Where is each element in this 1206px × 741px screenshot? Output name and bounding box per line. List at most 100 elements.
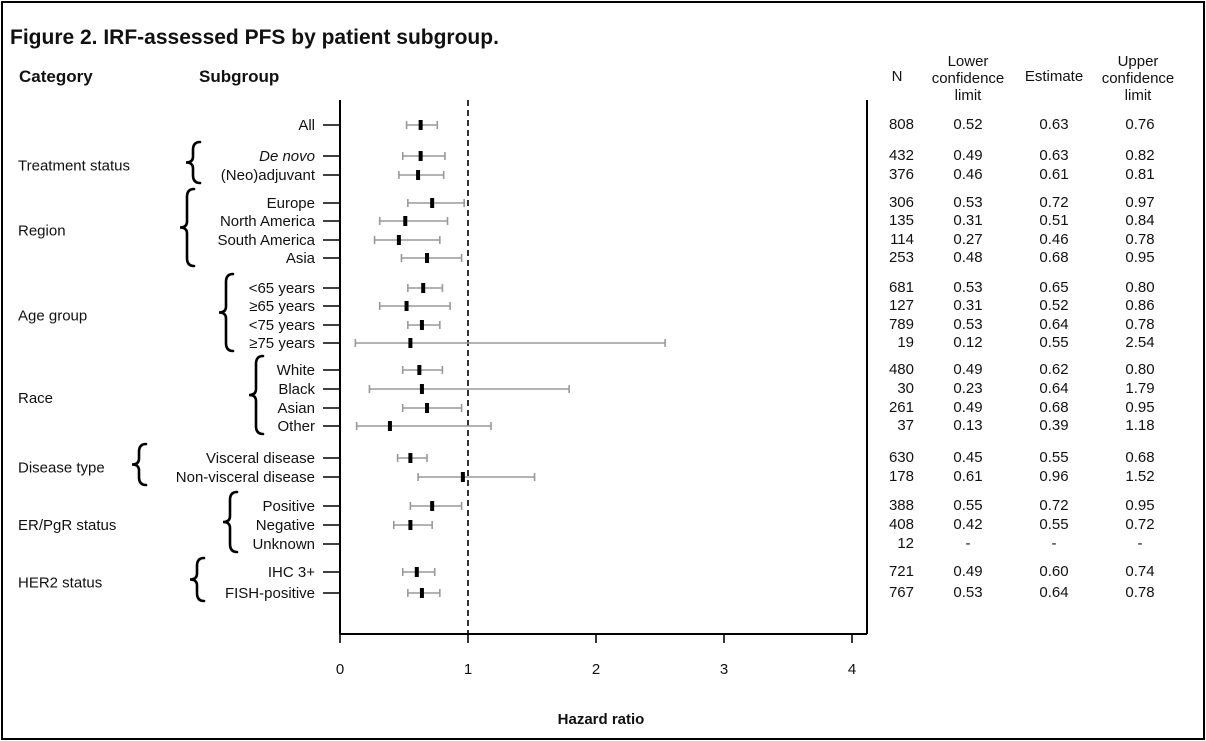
lower-ci-value: 0.49: [953, 399, 982, 416]
upper-ci-value: 0.95: [1125, 399, 1154, 416]
n-value: 767: [889, 584, 914, 601]
category-label: ER/PgR status: [18, 517, 116, 534]
upper-ci-value: 0.74: [1125, 563, 1154, 580]
upper-ci-value: 0.68: [1125, 449, 1154, 466]
subgroup-label: Positive: [262, 498, 315, 515]
n-value: 388: [889, 497, 914, 514]
estimate-header: Estimate: [1025, 68, 1083, 85]
lower-ci-value: 0.46: [953, 166, 982, 183]
n-value: 30: [897, 380, 914, 397]
upper-ci-value: 0.95: [1125, 249, 1154, 266]
upper-ci-value: 0.84: [1125, 212, 1154, 229]
n-value: 789: [889, 316, 914, 333]
x-tick-label: 0: [336, 661, 344, 678]
subgroup-label: White: [277, 362, 315, 379]
upper-ci-value: 1.18: [1125, 417, 1154, 434]
subgroup-label: Unknown: [252, 536, 315, 553]
x-axis-label: Hazard ratio: [558, 711, 645, 728]
n-value: 12: [897, 535, 914, 552]
category-label: Age group: [18, 308, 87, 325]
subgroup-label: <65 years: [249, 280, 315, 297]
subgroup-label: South America: [217, 232, 315, 249]
lower-ci-value: 0.42: [953, 516, 982, 533]
estimate-value: 0.39: [1039, 417, 1068, 434]
upper-ci-value: 0.78: [1125, 231, 1154, 248]
estimate-marker: [419, 384, 424, 394]
subgroup-block: Positive 388 0.55 0.72 0.95 Negative 408 0.42 0.…: [18, 490, 1155, 554]
subgroup-block: All 808 0.52 0.63 0.76: [298, 116, 1154, 134]
upper-ci-value: 0.80: [1125, 361, 1154, 378]
lower-header-line: limit: [955, 87, 982, 104]
lower-ci-value: 0.49: [953, 147, 982, 164]
upper-ci-value: 0.82: [1125, 147, 1154, 164]
subgroup-label: Asia: [286, 250, 316, 267]
figure-title: Figure 2. IRF-assessed PFS by patient su…: [10, 26, 499, 49]
estimate-value: -: [1052, 535, 1057, 552]
estimate-marker: [414, 567, 419, 577]
subgroup-block: Visceral disease 630 0.45 0.55 0.68 Non-visce…: [18, 442, 1155, 487]
n-value: 135: [889, 212, 914, 229]
upper-ci-value: 2.54: [1125, 334, 1154, 351]
estimate-value: 0.60: [1039, 563, 1068, 580]
category-header: Category: [19, 67, 93, 86]
estimate-value: 0.63: [1039, 116, 1068, 133]
category-label: Region: [18, 223, 66, 240]
lower-ci-value: 0.53: [953, 279, 982, 296]
subgroup-label: IHC 3+: [268, 564, 315, 581]
estimate-value: 0.63: [1039, 147, 1068, 164]
n-header: N: [892, 68, 903, 85]
n-value: 808: [889, 116, 914, 133]
estimate-marker: [418, 151, 423, 161]
category-label: Disease type: [18, 460, 105, 477]
group-brace: [189, 556, 206, 603]
lower-ci-value: 0.53: [953, 194, 982, 211]
estimate-value: 0.52: [1039, 297, 1068, 314]
upper-ci-value: 0.76: [1125, 116, 1154, 133]
x-tick-label: 4: [848, 661, 856, 678]
estimate-value: 0.55: [1039, 449, 1068, 466]
estimate-marker: [417, 365, 422, 375]
estimate-value: 0.61: [1039, 166, 1068, 183]
subgroup-block: <65 years 681 0.53 0.65 0.80 ≥65 years 127 0.31…: [18, 272, 1155, 353]
estimate-marker: [419, 588, 424, 598]
lower-ci-value: 0.31: [953, 212, 982, 229]
estimate-value: 0.96: [1039, 468, 1068, 485]
estimate-marker: [430, 501, 435, 511]
lower-ci-value: 0.53: [953, 316, 982, 333]
lower-ci-value: 0.48: [953, 249, 982, 266]
estimate-value: 0.55: [1039, 334, 1068, 351]
subgroup-label: All: [298, 117, 315, 134]
estimate-value: 0.62: [1039, 361, 1068, 378]
estimate-value: 0.55: [1039, 516, 1068, 533]
n-value: 432: [889, 147, 914, 164]
subgroup-label: De novo: [259, 148, 315, 165]
subgroup-label: (Neo)adjuvant: [221, 167, 316, 184]
group-brace: [131, 442, 148, 487]
subgroup-block: IHC 3+ 721 0.49 0.60 0.74 FISH-positive 767 0.5…: [18, 556, 1155, 603]
estimate-value: 0.68: [1039, 249, 1068, 266]
category-label: Treatment status: [18, 158, 130, 175]
estimate-value: 0.64: [1039, 380, 1068, 397]
upper-ci-value: 0.78: [1125, 316, 1154, 333]
upper-ci-value: 0.95: [1125, 497, 1154, 514]
estimate-marker: [403, 216, 408, 226]
estimate-marker: [418, 120, 423, 130]
n-value: 681: [889, 279, 914, 296]
n-value: 306: [889, 194, 914, 211]
estimate-marker: [430, 198, 435, 208]
group-brace: [185, 140, 202, 185]
plot-axes: 0 1 2 3 4: [336, 100, 868, 678]
subgroup-block: De novo 432 0.49 0.63 0.82 (Neo)adjuvant 376 0.…: [18, 140, 1155, 185]
n-value: 630: [889, 449, 914, 466]
lower-header-line: confidence: [932, 70, 1005, 87]
estimate-value: 0.64: [1039, 584, 1068, 601]
n-value: 37: [897, 417, 914, 434]
estimate-marker: [425, 403, 430, 413]
n-value: 480: [889, 361, 914, 378]
estimate-marker: [419, 320, 424, 330]
n-value: 253: [889, 249, 914, 266]
estimate-value: 0.68: [1039, 399, 1068, 416]
subgroup-block: Europe 306 0.53 0.72 0.97 North America 135 0.3…: [18, 187, 1155, 268]
subgroup-label: Asian: [277, 400, 315, 417]
